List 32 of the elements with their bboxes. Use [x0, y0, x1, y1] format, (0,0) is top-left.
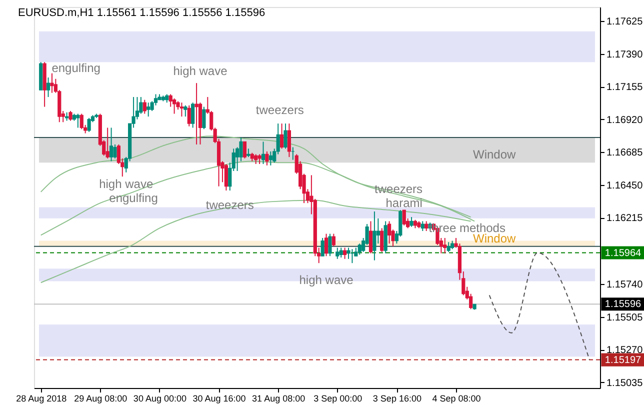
band-label: Window	[473, 231, 516, 246]
y-tick-label: 1.17155	[606, 82, 644, 94]
x-tick-label: 3 Sep 16:00	[372, 394, 422, 404]
y-tick-label: 1.16450	[606, 180, 644, 192]
x-tick-label: 30 Aug 00:00	[133, 394, 186, 404]
y-tick-label: 1.15740	[606, 280, 644, 291]
x-tick-label: 30 Aug 16:00	[192, 394, 246, 404]
y-tick-label: 1.15505	[606, 312, 644, 324]
y-tick-label: 1.16215	[606, 213, 644, 224]
annotation: tweezers	[256, 103, 304, 117]
y-tick-label: 1.16685	[606, 148, 644, 159]
annotation: engulfing	[52, 61, 100, 75]
y-tick-label: 1.15035	[606, 378, 644, 389]
x-tick-label: 4 Sep 08:00	[432, 394, 481, 404]
ref-line-label: 1.15596	[604, 299, 642, 310]
annotation: high wave	[299, 273, 354, 287]
x-tick-label: 28 Aug 2018	[16, 394, 67, 404]
chart-title: EURUSD.m,H1 1.15561 1.15596 1.15556 1.15596	[18, 7, 266, 19]
y-tick-label: 1.16920	[606, 114, 644, 126]
band-label: Window	[473, 148, 516, 162]
x-tick-label: 3 Sep 00:00	[314, 394, 362, 404]
y-tick-label: 1.15270	[606, 345, 644, 356]
annotation: harami	[386, 196, 422, 210]
x-tick-label: 29 Aug 08:00	[74, 394, 128, 404]
ref-line-label: 1.15964	[604, 248, 642, 259]
ref-line-label: 1.15197	[604, 354, 642, 366]
y-tick-label: 1.17390	[606, 49, 644, 60]
y-tick-label: 1.17625	[606, 16, 644, 28]
annotation: high wave	[173, 64, 228, 78]
annotation: engulfing	[109, 191, 158, 205]
x-tick-label: 31 Aug 08:00	[252, 394, 306, 404]
annotation: high wave	[99, 177, 154, 191]
